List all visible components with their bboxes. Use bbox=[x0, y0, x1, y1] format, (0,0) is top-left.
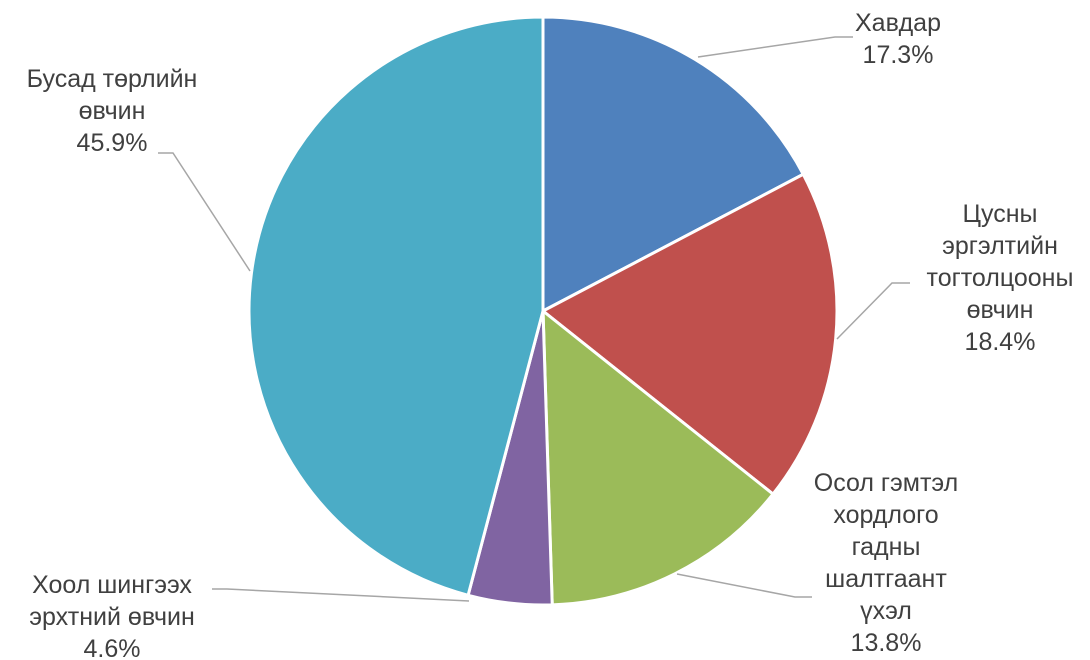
slice-labels: Хавдар 17.3% Цусны эргэлтийн тогтолцооны өвчи… bbox=[27, 9, 1074, 660]
slice-category-label: гадны bbox=[852, 533, 921, 561]
slice-category-label: Хоол шингээх bbox=[32, 571, 192, 599]
slice-category-label: эргэлтийн bbox=[942, 232, 1058, 260]
pie-slice-1 bbox=[541, 15, 806, 314]
slice-category-label: тогтолцооны bbox=[927, 264, 1074, 292]
slice-category-label: эрхтний өвчин bbox=[29, 603, 195, 631]
slice-category-label: Хавдар bbox=[855, 9, 941, 37]
slice-value-label: 13.8% bbox=[851, 629, 922, 657]
pie-slice-2 bbox=[540, 172, 839, 497]
leader-line-5 bbox=[158, 152, 251, 272]
slice-label-3: Осол гэмтэл хордлого гадны шалтгаант үхэл 13.… bbox=[814, 469, 958, 657]
slice-value-label: 18.4% bbox=[965, 328, 1036, 356]
leader-line-4 bbox=[212, 588, 470, 602]
slice-value-label: 4.6% bbox=[84, 635, 141, 660]
slice-category-label: Бусад төрлийн bbox=[27, 65, 198, 93]
slice-category-label: Осол гэмтэл bbox=[814, 469, 958, 497]
slice-value-label: 17.3% bbox=[863, 41, 934, 69]
slice-label-5: Бусад төрлийн өвчин 45.9% bbox=[27, 65, 198, 157]
slice-label-2: Цусны эргэлтийн тогтолцооны өвчин 18.4% bbox=[927, 200, 1074, 356]
slice-label-4: Хоол шингээх эрхтний өвчин 4.6% bbox=[29, 571, 195, 660]
leader-line-3 bbox=[676, 573, 812, 598]
slice-category-label: өвчин bbox=[967, 296, 1034, 324]
slice-category-label: хордлого bbox=[833, 501, 938, 529]
leader-lines bbox=[158, 36, 910, 602]
slice-value-label: 45.9% bbox=[77, 129, 148, 157]
pie-slices bbox=[247, 15, 839, 607]
pie-slice-3 bbox=[541, 307, 776, 607]
slice-category-label: өвчин bbox=[79, 97, 146, 125]
leader-line-1 bbox=[697, 36, 853, 58]
slice-label-1: Хавдар 17.3% bbox=[855, 9, 941, 69]
slice-category-label: Цусны bbox=[963, 200, 1038, 228]
slice-category-label: шалтгаант bbox=[825, 565, 947, 593]
leader-line-2 bbox=[836, 282, 910, 340]
slice-category-label: үхэл bbox=[860, 597, 912, 625]
pie-slice-5 bbox=[247, 15, 545, 598]
